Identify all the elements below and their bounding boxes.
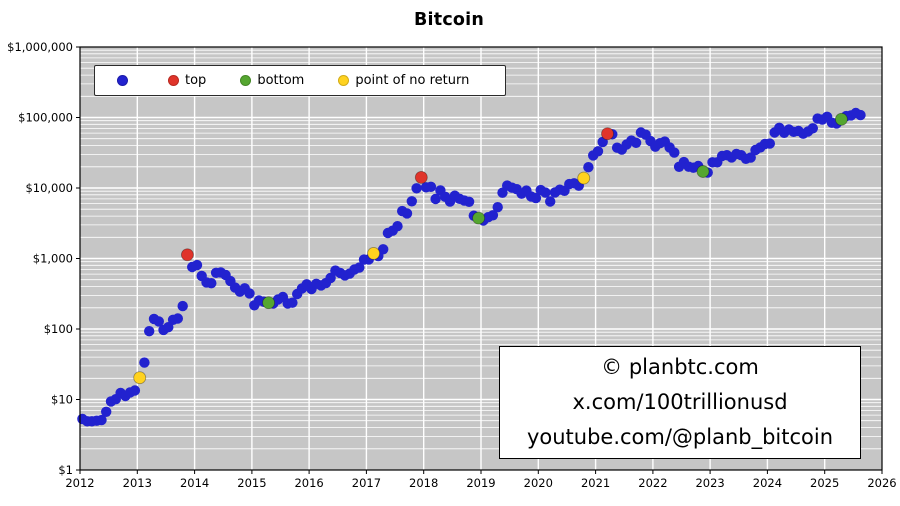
data-point (401, 208, 413, 219)
price-dot-swatch (117, 75, 128, 86)
data-point (129, 385, 141, 396)
data-point (807, 123, 818, 134)
data-point (463, 196, 475, 207)
data-point (354, 262, 365, 273)
data-point-top (601, 127, 614, 141)
y-tick-label: $10 (51, 393, 73, 407)
x-tick-label: 2024 (753, 476, 782, 490)
legend-item-point-of-no-return: point of no return (338, 73, 469, 88)
data-point (177, 300, 188, 312)
y-tick-label: $1,000,000 (7, 40, 73, 54)
top-dot-swatch (168, 75, 179, 86)
data-point (764, 138, 775, 149)
chart-legend: top bottom point of no return (94, 65, 506, 96)
data-point (206, 278, 217, 289)
data-point (287, 297, 298, 308)
data-point (425, 181, 437, 192)
data-point (411, 183, 422, 194)
price-points (77, 107, 866, 427)
x-tick-label: 2019 (466, 476, 495, 490)
data-point (487, 210, 499, 221)
watermark-line-copyright: © planbtc.com (601, 355, 759, 379)
data-point (630, 137, 642, 148)
point-of-no-return-dot-swatch (338, 75, 350, 86)
x-tick-label: 2015 (237, 476, 266, 490)
x-tick-label: 2021 (581, 476, 610, 490)
data-point-bottom (472, 211, 486, 225)
x-tick-label: 2014 (180, 476, 209, 490)
data-point (406, 196, 417, 207)
data-point (244, 288, 255, 299)
x-tick-label: 2020 (524, 476, 553, 490)
watermark-line-youtube-handle: youtube.com/@planb_bitcoin (526, 425, 834, 449)
legend-item-price (117, 75, 134, 86)
y-tick-label: $1,000 (33, 252, 73, 266)
data-point (191, 259, 203, 271)
data-point-ponr (577, 171, 591, 185)
x-tick-label: 2017 (352, 476, 381, 490)
x-tick-label: 2013 (123, 476, 152, 490)
x-tick-label: 2016 (294, 476, 323, 490)
data-point (139, 357, 150, 368)
data-point-top (180, 248, 194, 262)
x-tick-label: 2012 (65, 476, 94, 490)
axis-tick-labels: 2012 2013 2014 2015 2016 2017 2018 2019 2020 2021… (7, 40, 897, 490)
data-point (163, 322, 174, 333)
y-tick-label: $10,000 (25, 181, 73, 195)
data-point (172, 313, 183, 324)
data-point (144, 326, 155, 337)
data-point-top (414, 170, 428, 184)
data-point (597, 136, 608, 148)
x-tick-label: 2025 (810, 476, 839, 490)
data-point-ponr (367, 246, 381, 260)
y-tick-label: $100 (44, 322, 73, 336)
data-point (378, 244, 389, 255)
data-point (592, 146, 604, 157)
data-point (540, 187, 551, 198)
data-point (101, 406, 112, 417)
legend-label-bottom: bottom (257, 73, 305, 88)
y-tick-label: $100,000 (18, 111, 73, 125)
x-tick-label: 2022 (638, 476, 667, 490)
watermark-box: © planbtc.com x.com/100trillionusd youtu… (499, 346, 861, 459)
data-point (430, 193, 441, 205)
data-point (583, 162, 594, 173)
x-tick-label: 2018 (409, 476, 438, 490)
y-tick-label: $1 (58, 463, 73, 477)
data-point-bottom (262, 296, 276, 310)
legend-label-point-of-no-return: point of no return (355, 73, 470, 88)
watermark-line-x-handle: x.com/100trillionusd (572, 390, 788, 414)
chart-title: Bitcoin (414, 10, 484, 30)
data-point-bottom (834, 112, 848, 126)
data-point (530, 192, 542, 204)
data-point-bottom (696, 165, 710, 178)
x-tick-label: 2026 (867, 476, 896, 490)
data-point-ponr (133, 371, 147, 385)
data-point (492, 202, 503, 213)
data-point (153, 316, 164, 327)
data-point (392, 221, 403, 232)
data-point (545, 196, 556, 207)
data-point (745, 152, 756, 163)
data-point (855, 109, 866, 121)
legend-item-bottom: bottom (240, 73, 304, 88)
bottom-dot-swatch (240, 75, 252, 86)
x-tick-label: 2023 (695, 476, 724, 490)
data-point (96, 414, 107, 426)
legend-label-top: top (185, 73, 207, 88)
data-point (669, 147, 680, 158)
legend-item-top: top (168, 73, 206, 88)
